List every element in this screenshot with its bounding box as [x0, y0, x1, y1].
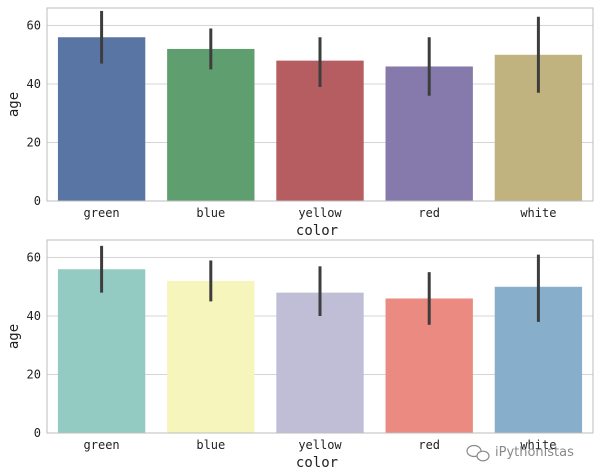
bottom-bar-chart: green blue yellow red white 0 20 40 60 color age: [6, 239, 594, 471]
x-tick-label: green: [84, 206, 120, 220]
bar-green: [57, 37, 146, 201]
watermark: iPythonistas: [466, 444, 574, 462]
y-axis-label: age: [6, 324, 22, 349]
watermark-text: iPythonistas: [495, 445, 574, 460]
x-tick-label: red: [418, 206, 440, 220]
x-tick-label: green: [84, 438, 120, 452]
bar-blue: [167, 48, 255, 201]
y-tick-label: 0: [34, 426, 41, 440]
y-tick-label: 20: [27, 136, 41, 150]
y-tick-label: 40: [27, 309, 41, 323]
x-tick-label: blue: [196, 206, 225, 220]
x-axis-label: color: [296, 223, 338, 239]
x-tick-label: yellow: [298, 438, 342, 452]
bar-green: [57, 269, 146, 433]
x-tick-label: blue: [196, 438, 225, 452]
x-axis-label: color: [296, 455, 338, 471]
plot-frame: [46, 7, 594, 202]
y-axis-label: age: [6, 92, 22, 117]
x-tick-label: white: [520, 438, 556, 452]
y-tick-label: 40: [27, 77, 41, 91]
x-tick-label: red: [418, 438, 440, 452]
y-tick-label: 60: [27, 19, 41, 33]
x-tick-label: white: [520, 206, 556, 220]
x-tick-label: yellow: [298, 206, 342, 220]
top-bar-chart: green blue yellow red white 0 20 40 60 color age: [6, 7, 594, 239]
wechat-icon: [466, 444, 490, 462]
y-tick-label: 60: [27, 251, 41, 265]
y-tick-label: 20: [27, 368, 41, 382]
plot-frame: [46, 239, 594, 434]
bar-blue: [167, 280, 255, 433]
y-tick-label: 0: [34, 194, 41, 208]
